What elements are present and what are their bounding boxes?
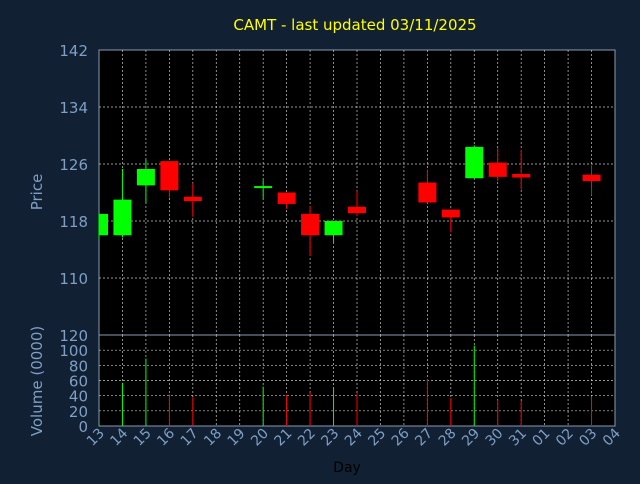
price-tick-label: 110	[59, 270, 88, 288]
volume-axis-label: Volume (0000)	[28, 326, 46, 436]
x-axis-label: Day	[333, 460, 361, 476]
x-tick-label: 01	[530, 426, 554, 450]
price-tick-labels: 110 118 126 134 142	[59, 42, 88, 288]
candle-body	[183, 196, 202, 202]
volume-tick-label: 20	[69, 403, 88, 421]
candle-up	[324, 221, 343, 243]
candle-body	[488, 162, 507, 177]
volume-series	[98, 345, 593, 426]
candle-down	[512, 149, 531, 190]
candle-body	[277, 192, 296, 204]
chart-title: CAMT - last updated 03/11/2025	[233, 16, 476, 34]
candle-up	[136, 159, 155, 204]
candle-down	[488, 148, 507, 182]
candle-up	[113, 168, 132, 238]
x-tick-label: 22	[295, 426, 319, 450]
x-tick-label: 31	[506, 426, 530, 450]
candle-down	[418, 169, 437, 204]
price-tick-label: 142	[59, 42, 88, 60]
candle-body	[160, 161, 179, 191]
candle-up	[465, 145, 484, 179]
x-tick-label: 04	[600, 425, 624, 449]
volume-tick-label: 0	[78, 418, 88, 436]
x-tick-label: 14	[107, 425, 131, 449]
x-tick-label: 20	[248, 426, 272, 450]
x-tick-label: 03	[576, 426, 600, 450]
volume-tick-label: 60	[69, 373, 88, 391]
price-tick-label: 134	[59, 99, 88, 117]
x-tick-labels: 13 14 15 16 17 18 19 20 21 22 23 24 25 26 27 28 29 30 31 01…	[84, 425, 624, 449]
x-tick-label: 28	[436, 426, 460, 450]
x-tick-label: 25	[365, 426, 389, 450]
x-tick-label: 23	[318, 426, 342, 450]
candle-body	[441, 209, 460, 218]
volume-tick-label: 40	[69, 388, 88, 406]
candle-body	[348, 206, 366, 214]
candle-body	[113, 199, 132, 236]
candle-down	[277, 192, 296, 209]
candle-body	[254, 186, 273, 189]
x-tick-label: 18	[201, 426, 225, 450]
candle-body	[582, 174, 601, 182]
candle-body	[136, 168, 155, 186]
price-tick-label: 118	[59, 213, 88, 231]
candle-down	[160, 161, 179, 198]
x-tick-label: 30	[483, 426, 507, 450]
candle-body	[99, 213, 108, 236]
x-tick-label: 15	[131, 426, 155, 450]
candle-down	[183, 183, 202, 217]
x-tick-label: 17	[178, 426, 202, 450]
grid-layer	[99, 50, 615, 426]
x-tick-label: 24	[342, 425, 366, 449]
x-tick-label: 26	[389, 425, 413, 449]
x-tick-label: 16	[154, 425, 178, 449]
candle-body	[512, 173, 531, 178]
candle-down	[301, 206, 320, 256]
candle-body	[324, 221, 343, 236]
x-tick-label: 27	[412, 426, 436, 450]
x-tick-label: 02	[553, 426, 577, 450]
candle-up	[98, 213, 108, 239]
candle-down	[441, 209, 460, 233]
volume-tick-label: 120	[59, 327, 88, 345]
volume-tick-label: 80	[69, 357, 88, 375]
candle-body	[301, 213, 320, 236]
candle-down	[582, 165, 601, 196]
price-axis-label: Price	[28, 174, 46, 211]
x-tick-label: 29	[459, 426, 483, 450]
x-tick-label: 21	[272, 426, 296, 450]
candle-body	[465, 146, 484, 179]
price-tick-label: 126	[59, 156, 88, 174]
x-tick-label: 19	[225, 426, 249, 450]
volume-tick-label: 100	[59, 342, 88, 360]
candlestick-series	[98, 145, 601, 256]
candle-up	[254, 179, 273, 200]
candle-body	[418, 182, 437, 203]
candle-down	[348, 191, 366, 217]
